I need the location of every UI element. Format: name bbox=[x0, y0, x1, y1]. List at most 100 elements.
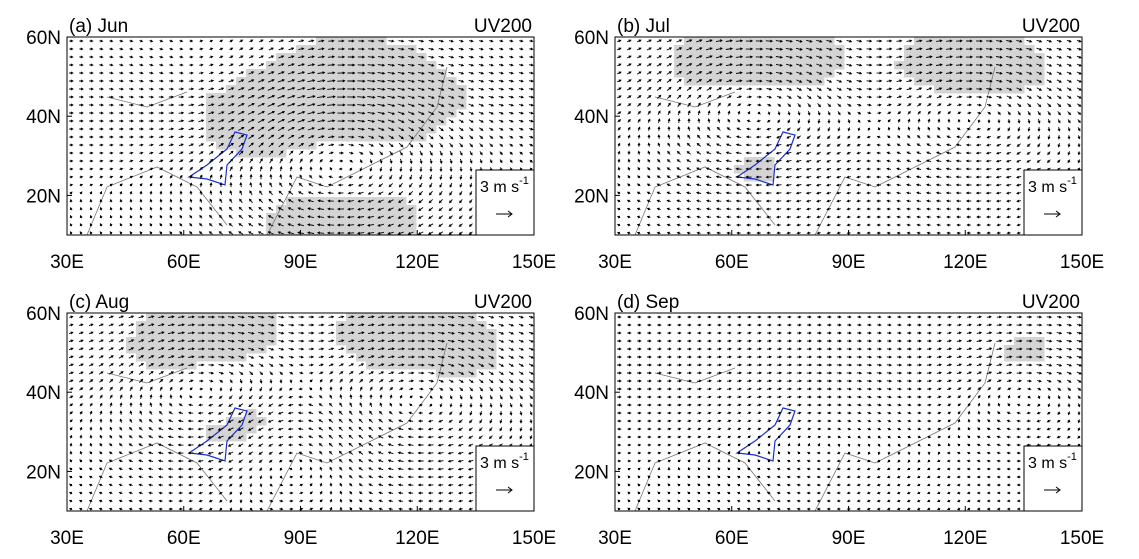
wind-vector bbox=[199, 492, 202, 494]
wind-vector bbox=[189, 88, 193, 90]
wind-vector bbox=[340, 403, 342, 407]
wind-vector bbox=[857, 356, 861, 358]
wind-vector bbox=[399, 143, 403, 147]
wind-vector bbox=[798, 111, 800, 115]
wind-vector bbox=[967, 364, 971, 366]
wind-vector bbox=[867, 340, 871, 342]
wind-vector bbox=[469, 468, 473, 470]
wind-vector bbox=[867, 216, 870, 218]
wind-vector bbox=[638, 143, 640, 146]
wind-vector bbox=[110, 427, 112, 430]
wind-vector bbox=[987, 380, 991, 382]
wind-vector bbox=[1007, 152, 1011, 154]
wind-vector bbox=[837, 192, 841, 194]
wind-vector bbox=[867, 112, 870, 114]
wind-vector bbox=[977, 208, 981, 210]
wind-vector bbox=[1008, 412, 1011, 414]
wind-vector bbox=[339, 176, 343, 178]
wind-vector bbox=[199, 436, 204, 438]
wind-vector bbox=[519, 380, 523, 383]
wind-vector bbox=[887, 404, 891, 406]
wind-vector bbox=[887, 160, 891, 162]
wind-vector bbox=[89, 96, 93, 98]
wind-vector bbox=[439, 48, 443, 50]
wind-vector bbox=[737, 136, 741, 138]
wind-vector bbox=[897, 316, 900, 318]
wind-vector bbox=[958, 412, 960, 414]
wind-vector bbox=[359, 184, 363, 186]
wind-vector bbox=[637, 40, 641, 42]
wind-vector bbox=[907, 348, 911, 350]
wind-vector bbox=[499, 372, 503, 375]
wind-vector bbox=[289, 340, 294, 342]
wind-vector bbox=[199, 64, 202, 66]
wind-vector bbox=[697, 224, 700, 226]
wind-vector bbox=[500, 411, 502, 415]
wind-vector bbox=[200, 232, 203, 234]
wind-vector bbox=[309, 152, 313, 155]
wind-vector bbox=[169, 428, 173, 430]
wind-vector bbox=[70, 500, 72, 502]
wind-vector bbox=[1077, 324, 1081, 326]
wind-vector bbox=[957, 340, 961, 342]
wind-vector bbox=[927, 224, 930, 226]
wind-vector bbox=[947, 168, 952, 170]
wind-vector bbox=[459, 64, 464, 66]
wind-vector bbox=[309, 436, 313, 438]
wind-vector bbox=[140, 387, 142, 391]
wind-vector bbox=[479, 380, 483, 383]
wind-vector bbox=[687, 372, 691, 374]
wind-vector bbox=[370, 159, 372, 162]
wind-vector bbox=[638, 184, 641, 186]
wind-vector bbox=[530, 144, 533, 146]
wind-vector bbox=[997, 184, 1002, 186]
wind-vector bbox=[677, 184, 681, 186]
wind-vector bbox=[957, 136, 961, 138]
wind-vector bbox=[837, 176, 841, 178]
wind-vector bbox=[748, 112, 750, 114]
wind-vector bbox=[190, 388, 192, 390]
wind-vector bbox=[687, 356, 691, 358]
wind-vector bbox=[79, 72, 83, 74]
wind-vector bbox=[798, 103, 801, 106]
wind-vector bbox=[519, 112, 523, 114]
wind-vector bbox=[658, 103, 661, 106]
wind-vector bbox=[907, 152, 911, 154]
wind-vector bbox=[667, 216, 670, 218]
wind-vector bbox=[837, 160, 841, 162]
wind-vector bbox=[110, 444, 112, 446]
wind-vector bbox=[240, 191, 242, 195]
wind-vector bbox=[459, 40, 463, 42]
wind-vector bbox=[260, 468, 262, 471]
wind-vector bbox=[747, 88, 752, 90]
wind-vector bbox=[1077, 316, 1081, 318]
wind-vector bbox=[119, 80, 123, 82]
wind-vector bbox=[479, 96, 484, 98]
wind-vector bbox=[220, 175, 222, 179]
wind-vector bbox=[948, 412, 951, 414]
wind-vector bbox=[359, 419, 362, 422]
wind-vector bbox=[459, 232, 462, 234]
wind-vector bbox=[617, 388, 621, 390]
wind-vector bbox=[747, 216, 751, 218]
wind-vector bbox=[848, 144, 851, 146]
wind-vector bbox=[637, 356, 641, 358]
wind-vector bbox=[100, 396, 102, 399]
wind-vector bbox=[300, 484, 303, 486]
wind-vector bbox=[189, 96, 194, 98]
wind-vector bbox=[937, 340, 941, 342]
wind-vector bbox=[1017, 208, 1021, 210]
wind-vector bbox=[738, 120, 740, 122]
wind-vector bbox=[390, 159, 392, 163]
wind-vector bbox=[139, 492, 142, 494]
wind-vector bbox=[530, 411, 532, 414]
wind-vector bbox=[309, 348, 314, 350]
wind-vector bbox=[80, 460, 82, 462]
wind-vector bbox=[200, 388, 203, 390]
wind-vector bbox=[479, 56, 483, 58]
wind-vector bbox=[967, 372, 971, 374]
wind-vector bbox=[1038, 404, 1040, 406]
wind-vector bbox=[1047, 48, 1052, 50]
wind-vector bbox=[329, 332, 334, 334]
wind-vector bbox=[219, 476, 223, 478]
